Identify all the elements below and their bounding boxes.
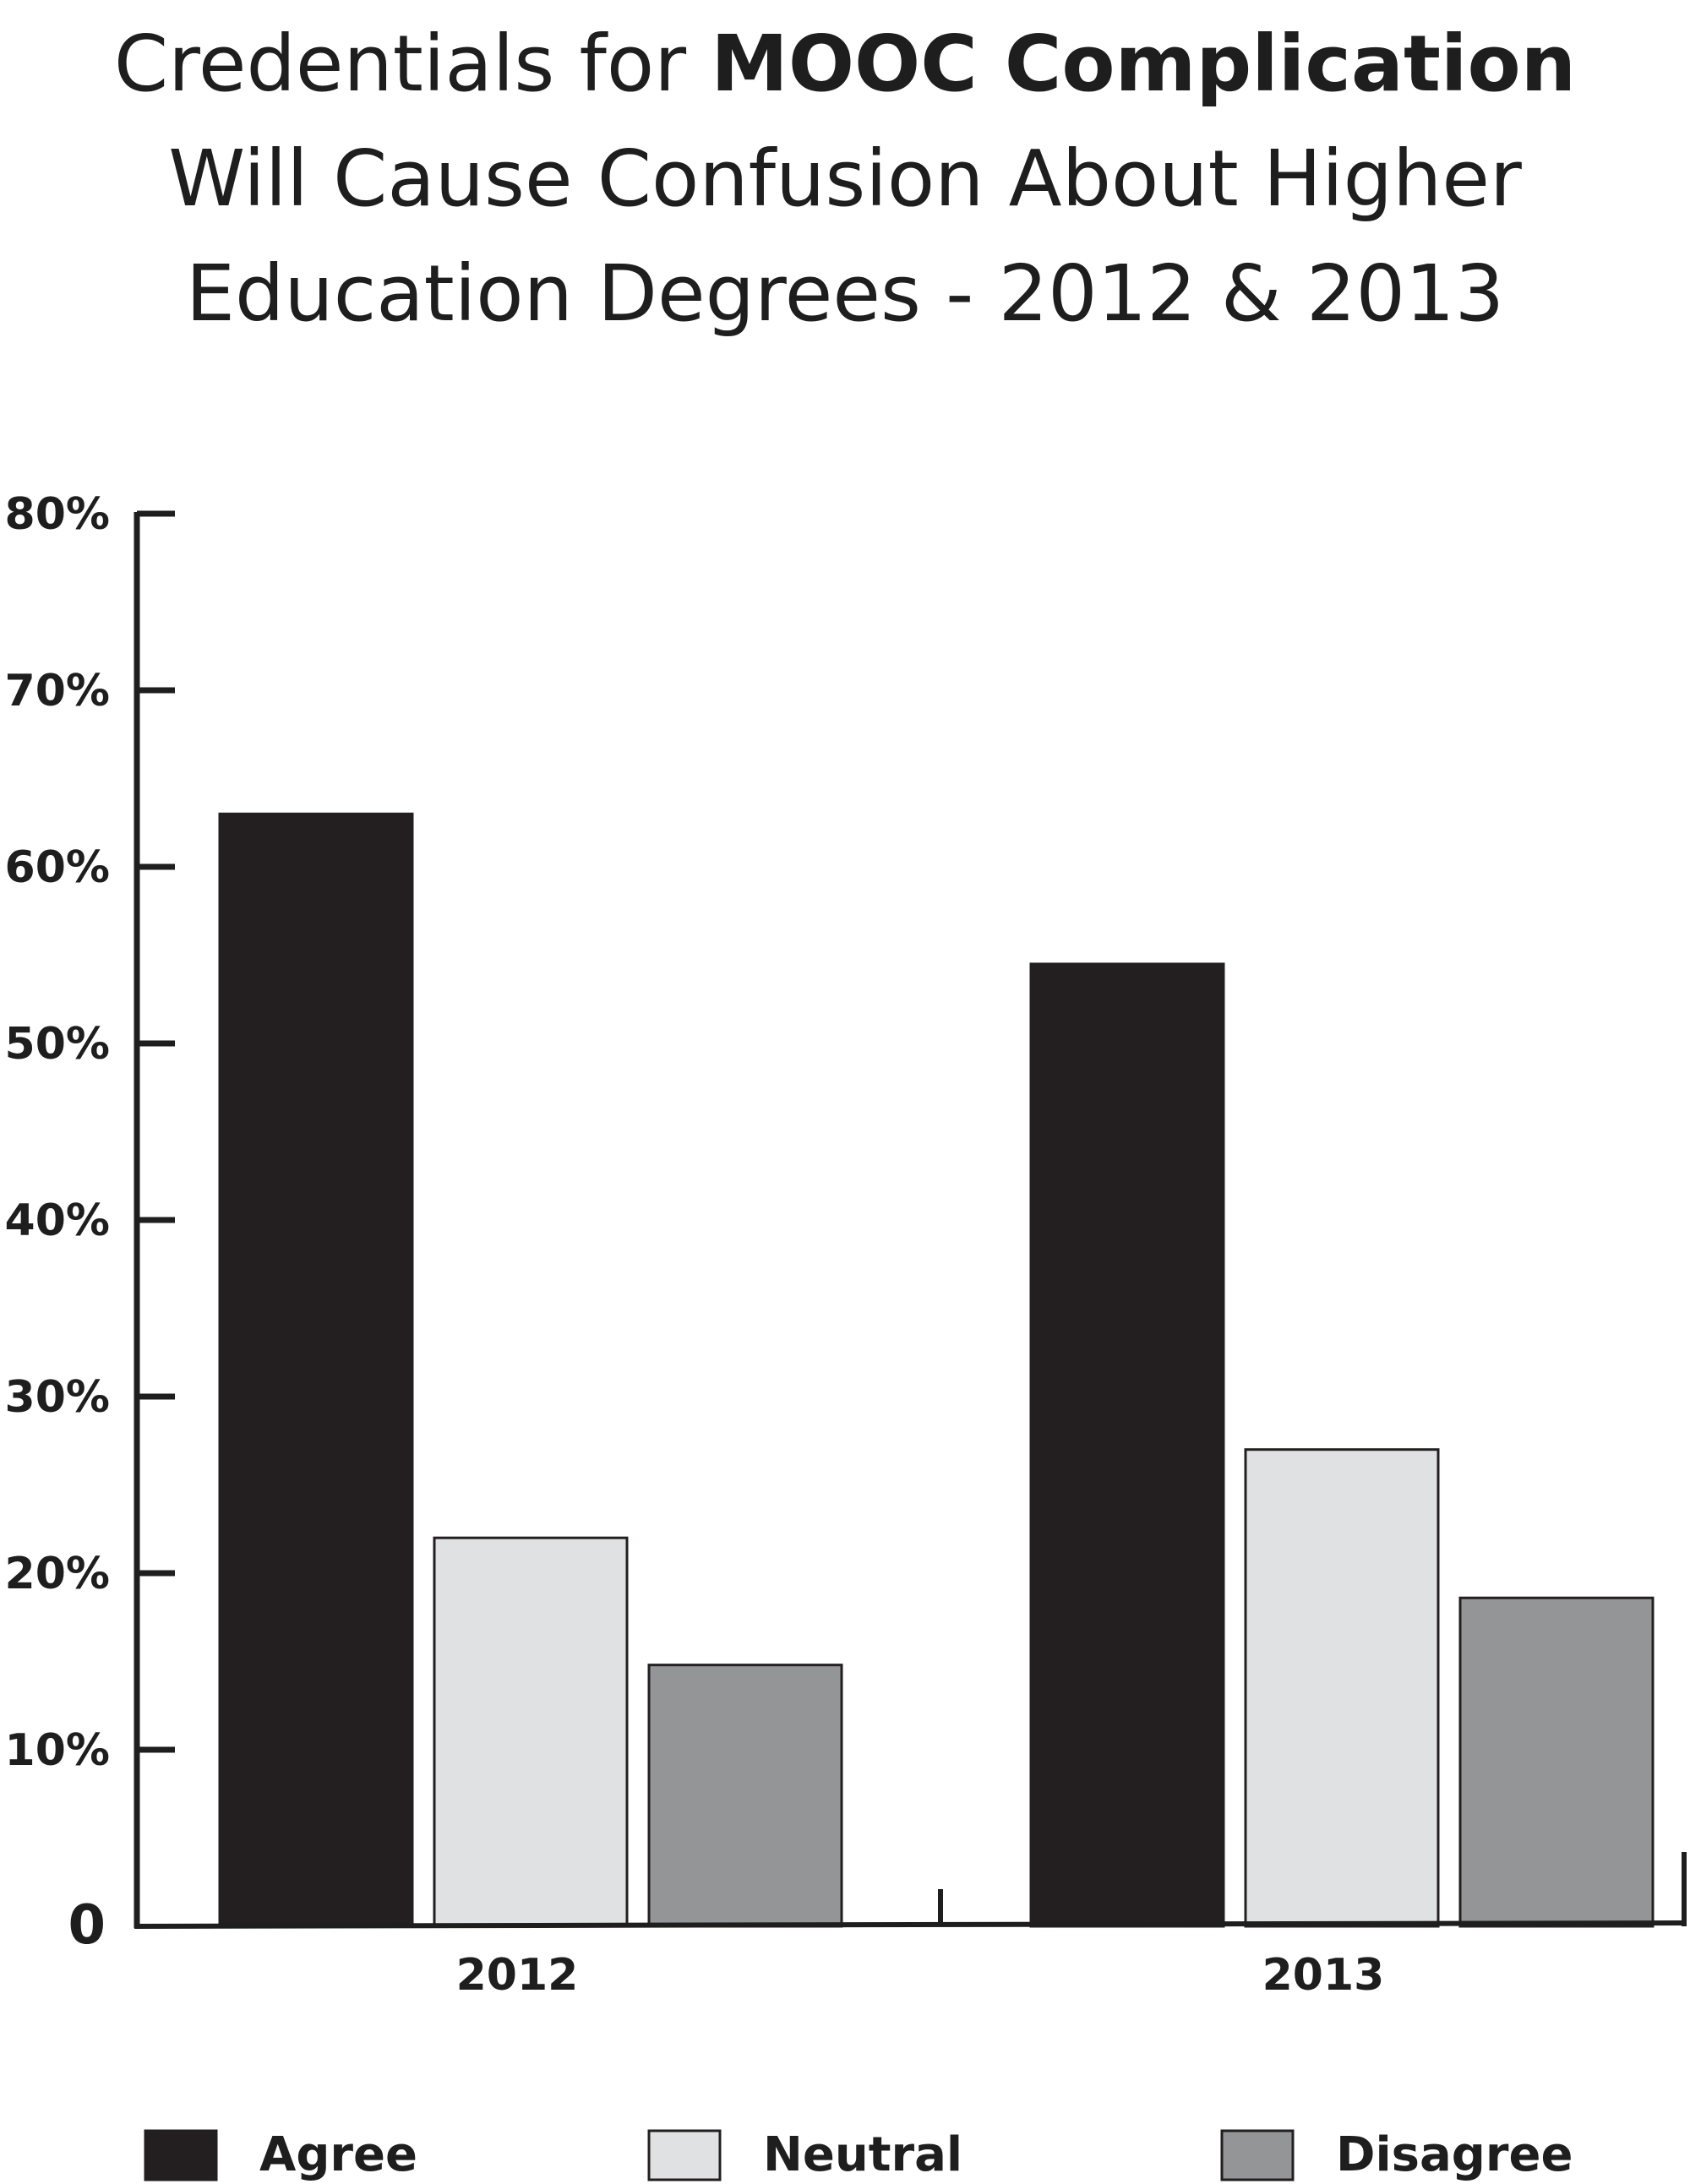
x-axis: 2012 2013: [134, 1852, 1687, 2001]
y-axis: 0 10% 20% 30% 40% 50% 60% 70% 80%: [5, 489, 175, 1957]
legend-label-disagree: Disagree: [1336, 2127, 1573, 2182]
x-category-label: 2013: [1262, 1950, 1385, 2001]
chart-title: Credentials for MOOC Complication Will C…: [0, 7, 1690, 351]
bar-agree-2013: [1029, 962, 1225, 1928]
title-line-3: Education Degrees - 2012 & 2013: [185, 248, 1505, 339]
legend: Agree Neutral Disagree: [144, 2127, 1573, 2182]
legend-label-neutral: Neutral: [763, 2127, 962, 2182]
title-line-1-bold: MOOC Complication: [711, 19, 1577, 109]
y-tick-label: 60%: [5, 842, 110, 893]
legend-swatch-agree: [144, 2129, 218, 2181]
bar-agree-2012: [218, 812, 414, 1928]
bar-neutral-2013: [1244, 1448, 1440, 1928]
y-tick-label: 20%: [5, 1549, 110, 1599]
y-tick-label: 30%: [5, 1372, 110, 1423]
title-line-1: Credentials for MOOC Complication: [0, 7, 1690, 122]
x-category-label: 2012: [456, 1950, 579, 2001]
y-tick-label: 70%: [5, 666, 110, 716]
y-tick-label: 80%: [5, 489, 110, 540]
legend-label-agree: Agree: [259, 2127, 417, 2182]
y-tick-label: 40%: [5, 1195, 110, 1246]
bar-disagree-2012: [647, 1664, 843, 1928]
y-tick-label: 50%: [5, 1019, 110, 1070]
title-line-2: Will Cause Confusion About Higher: [168, 133, 1522, 224]
bar-disagree-2013: [1458, 1596, 1655, 1928]
bar-neutral-2012: [433, 1536, 629, 1928]
title-line-1-prefix: Credentials for: [113, 19, 687, 109]
y-tick-label: 10%: [5, 1725, 110, 1776]
bars: [218, 812, 1655, 1928]
legend-swatch-neutral: [647, 2129, 722, 2181]
legend-swatch-disagree: [1220, 2129, 1295, 2181]
y-tick-label: 0: [68, 1894, 106, 1957]
x-axis-line: [134, 1920, 1687, 1929]
